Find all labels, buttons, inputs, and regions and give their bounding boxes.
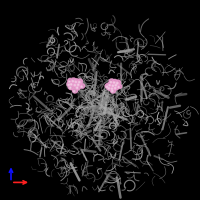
- Circle shape: [110, 86, 115, 90]
- Circle shape: [76, 81, 82, 87]
- Circle shape: [109, 84, 110, 86]
- Circle shape: [117, 84, 122, 89]
- Circle shape: [67, 82, 72, 86]
- Circle shape: [109, 79, 114, 84]
- Circle shape: [78, 79, 82, 84]
- Circle shape: [81, 86, 82, 87]
- Circle shape: [75, 84, 81, 90]
- Circle shape: [105, 84, 110, 88]
- Circle shape: [113, 85, 119, 90]
- Circle shape: [72, 80, 74, 82]
- Circle shape: [108, 88, 110, 89]
- Circle shape: [73, 90, 75, 92]
- Circle shape: [71, 78, 76, 83]
- Circle shape: [80, 84, 85, 88]
- Circle shape: [112, 79, 117, 84]
- Circle shape: [68, 84, 69, 85]
- Circle shape: [111, 88, 113, 89]
- Circle shape: [76, 87, 78, 89]
- Circle shape: [115, 84, 117, 86]
- Circle shape: [79, 81, 80, 83]
- Circle shape: [116, 80, 120, 85]
- Circle shape: [110, 88, 116, 93]
- Circle shape: [72, 88, 78, 93]
- Circle shape: [118, 86, 119, 88]
- Circle shape: [70, 84, 72, 85]
- Circle shape: [74, 79, 79, 84]
- Circle shape: [114, 82, 119, 87]
- Circle shape: [107, 85, 112, 90]
- Circle shape: [113, 82, 115, 83]
- Circle shape: [112, 85, 114, 87]
- Circle shape: [111, 90, 113, 92]
- Circle shape: [114, 87, 116, 89]
- Circle shape: [106, 86, 108, 87]
- Circle shape: [75, 81, 77, 83]
- Circle shape: [108, 82, 113, 87]
- Circle shape: [110, 81, 112, 83]
- Circle shape: [69, 81, 70, 82]
- Circle shape: [117, 82, 118, 84]
- Circle shape: [111, 82, 116, 88]
- Circle shape: [73, 82, 78, 87]
- Circle shape: [68, 84, 74, 90]
- Circle shape: [74, 84, 76, 86]
- Circle shape: [68, 79, 72, 83]
- Circle shape: [77, 84, 79, 86]
- Circle shape: [69, 87, 71, 89]
- Circle shape: [69, 81, 75, 86]
